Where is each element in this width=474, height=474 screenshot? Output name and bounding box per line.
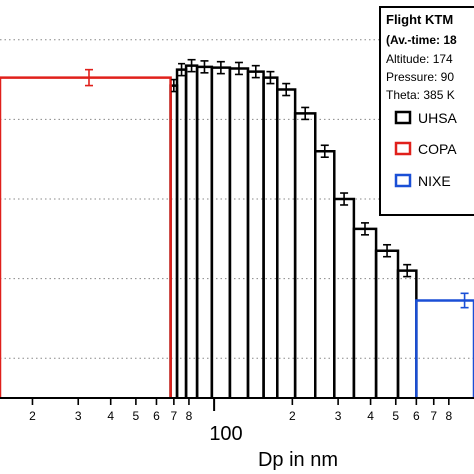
errorbar-uhsa-1 — [178, 62, 186, 77]
legend-swatch-uhsa — [394, 110, 412, 125]
legend-label-copa: COPA — [418, 141, 457, 157]
legend-pressure: Pressure: 90 — [386, 70, 454, 84]
errorbar-uhsa-12 — [360, 222, 369, 236]
x-tick-label-2: 4 — [107, 409, 114, 423]
bar-uhsa-11 — [333, 197, 356, 398]
x-tick-label-12: 7 — [430, 409, 437, 423]
legend-label-nixe: NIXE — [418, 173, 451, 189]
x-tick-label-11: 6 — [413, 409, 420, 423]
errorbar-uhsa-0 — [171, 78, 177, 93]
bar-uhsa-7 — [262, 76, 279, 398]
error-bars — [84, 58, 469, 309]
errorbar-uhsa-13 — [383, 243, 392, 258]
x-tick-label-3: 5 — [133, 409, 140, 423]
bar-uhsa-8 — [276, 88, 297, 398]
x-major-tick-label: 100 — [209, 423, 242, 445]
bar-uhsa-6 — [246, 70, 265, 398]
legend-swatch-copa — [394, 141, 412, 156]
errorbar-uhsa-5 — [234, 61, 243, 76]
legend-altitude: Altitude: 174 — [386, 52, 453, 66]
errorbar-uhsa-4 — [216, 60, 225, 75]
legend-swatch-nixe — [394, 173, 412, 188]
errorbar-uhsa-9 — [301, 106, 310, 121]
bar-uhsa-12 — [352, 227, 378, 398]
x-tick-label-10: 5 — [392, 409, 399, 423]
bar-copa-0 — [0, 76, 172, 398]
errorbar-uhsa-10 — [320, 144, 329, 159]
x-tick-label-13: 8 — [445, 409, 452, 423]
errorbar-uhsa-11 — [340, 192, 349, 206]
errorbar-nixe-0 — [460, 292, 469, 309]
bar-uhsa-9 — [293, 112, 317, 398]
x-tick-label-8: 3 — [335, 409, 342, 423]
bar-uhsa-2 — [184, 64, 199, 398]
bar-uhsa-10 — [314, 149, 336, 398]
legend-label-uhsa: UHSA — [418, 110, 458, 126]
x-axis-label: Dp in nm — [258, 449, 338, 471]
bar-uhsa-13 — [374, 249, 400, 398]
legend: Flight KTM (Av.-time: 18 Altitude: 174 P… — [379, 6, 474, 216]
x-tick-label-6: 8 — [186, 409, 193, 423]
errorbar-uhsa-6 — [251, 64, 260, 79]
bar-uhsa-14 — [396, 269, 418, 398]
legend-theta: Theta: 385 K — [386, 88, 455, 102]
x-tick-label-7: 2 — [289, 409, 296, 423]
legend-averaging-time: (Av.-time: 18 — [386, 33, 457, 47]
errorbar-uhsa-14 — [403, 263, 412, 278]
errorbar-copa-0 — [84, 68, 93, 87]
errorbar-uhsa-7 — [266, 70, 275, 85]
bar-uhsa-5 — [228, 67, 250, 398]
legend-title: Flight KTM — [386, 12, 453, 27]
x-tick-label-1: 3 — [75, 409, 82, 423]
x-tick-label-4: 6 — [153, 409, 160, 423]
x-tick-label-9: 4 — [367, 409, 374, 423]
bar-nixe-0 — [415, 299, 474, 398]
errorbar-uhsa-8 — [282, 82, 291, 97]
errorbar-uhsa-2 — [187, 58, 196, 73]
errorbar-uhsa-3 — [200, 60, 209, 74]
x-tick-label-5: 7 — [171, 409, 178, 423]
x-tick-label-0: 2 — [29, 409, 36, 423]
bar-uhsa-4 — [210, 66, 232, 398]
bar-uhsa-3 — [195, 65, 214, 398]
